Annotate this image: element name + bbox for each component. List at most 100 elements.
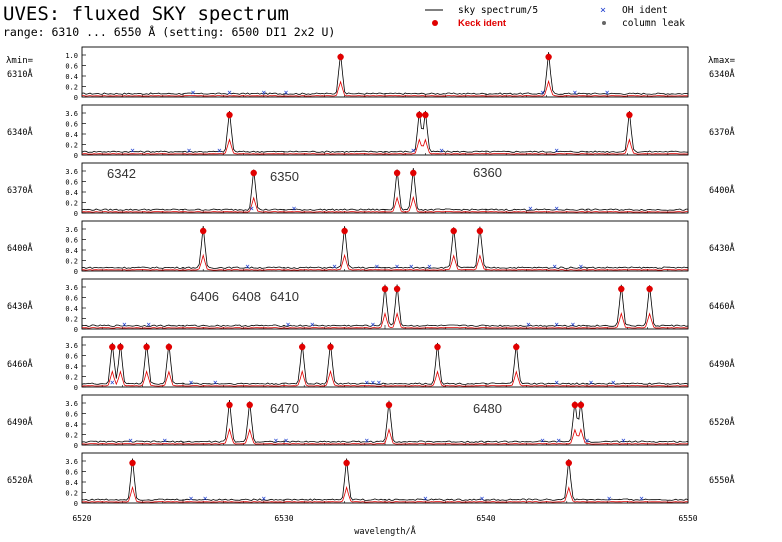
oh-ident-marker: × [370,320,375,329]
sky-spectrum-scaled-line [81,138,688,155]
spectrum-row-1: 3.6 0.6 0.4 0.2 0 6340Å 6370Å × × × × × × [7,104,735,160]
keck-ident-marker [327,343,334,351]
overlay-label-6408: 6408 [232,289,261,304]
oh-ident-marker: × [439,146,444,155]
oh-ident-marker: × [570,320,575,329]
keck-ident-marker [143,343,150,351]
spectrum-row-0: 1.0 0.6 0.4 0.2 0 6310Å 6340Å × × × × × × × [7,46,735,102]
row-max-label: 6340Å [709,68,735,80]
row-max-label: 6460Å [709,300,735,312]
keck-ident-marker [165,343,173,351]
sky-spectrum-line [81,458,689,501]
keck-ident-marker [513,343,520,351]
row-max-label: 6400Å [709,184,735,196]
oh-ident-marker: × [554,146,559,155]
keck-ident-marker [618,285,625,293]
oh-ident-marker: × [364,378,369,387]
legend-keck-dot-icon [432,20,438,26]
row-max-label: 6430Å [709,242,735,254]
x-tick-6530: 6530 [274,514,293,523]
figure-title: UVES: fluxed SKY spectrum [3,3,289,25]
oh-ident-marker: × [273,436,278,445]
figure-subtitle: range: 6310 ... 6550 Å (setting: 6500 DI… [3,24,335,39]
overlay-label-6480: 6480 [473,401,502,416]
keck-ident-marker [337,53,344,61]
y-tick-label: 3.6 [65,342,78,350]
sky-spectrum-line [81,168,688,211]
row-max-label: 6520Å [709,416,735,428]
keck-ident-marker [434,343,441,351]
oh-ident-marker: × [370,378,375,387]
legend: sky spectrum/5 Keck ident × OH ident col… [425,5,685,29]
oh-ident-marker: × [556,436,561,445]
keck-ident-marker [250,169,257,177]
oh-ident-marker: × [621,436,626,445]
sky-spectrum-scaled-line [81,311,689,329]
oh-ident-marker: × [639,494,644,503]
oh-ident-marker: × [213,378,218,387]
overlay-label-6406: 6406 [190,289,219,304]
overlay-label-6470: 6470 [270,401,299,416]
oh-ident-marker: × [374,262,379,271]
y-tick-label: 0.6 [65,295,78,303]
oh-ident-marker: × [189,378,194,387]
keck-ident-marker [410,169,417,177]
oh-ident-marker: × [480,494,485,503]
sky-spectrum-scaled-line [81,195,688,213]
row-max-label: 6550Å [709,474,735,486]
sky-spectrum-line [81,400,689,443]
y-tick-label: 0.6 [65,63,78,71]
y-tick-label: 0 [74,210,78,218]
oh-ident-marker: × [578,262,583,271]
keck-ident-marker [200,227,207,235]
keck-ident-marker [226,111,233,119]
oh-ident-marker: × [423,494,428,503]
oh-ident-marker: × [409,262,414,271]
keck-ident-marker [393,169,401,177]
oh-ident-marker: × [261,88,266,97]
y-tick-label: 0 [74,152,78,160]
oh-ident-marker: × [292,204,297,213]
legend-column-dot-icon [602,21,606,25]
x-tick-6550: 6550 [678,514,697,523]
row-min-label: 6520Å [7,474,33,486]
oh-ident-marker: × [427,262,432,271]
y-tick-label: 0.4 [65,421,78,429]
y-tick-label: 0.6 [65,121,78,129]
oh-ident-marker: × [395,262,400,271]
y-tick-label: 0.2 [65,258,78,266]
spectrum-rows: 1.0 0.6 0.4 0.2 0 6310Å 6340Å × × × × × × × 3.6 0.6 0.4 0… [7,46,735,508]
overlay-label-6350: 6350 [270,169,299,184]
sky-spectrum-scaled-line [82,79,689,97]
lambda-max-label: λmax= [708,56,736,66]
legend-oh-label: OH ident [622,5,668,16]
oh-ident-marker: × [528,204,533,213]
oh-ident-marker: × [540,88,545,97]
y-tick-label: 0 [74,326,78,334]
row-max-label: 6370Å [709,126,735,138]
y-tick-label: 0.4 [65,131,78,139]
keck-ident-marker [393,285,401,293]
legend-sky-label: sky spectrum/5 [458,5,538,16]
keck-ident-marker [422,111,429,119]
spectrum-row-2: 3.6 0.6 0.4 0.2 0 6370Å 6400Å × × × × [7,162,735,218]
oh-ident-marker: × [310,320,315,329]
oh-ident-marker: × [607,494,612,503]
legend-keck-label: Keck ident [458,18,507,29]
y-tick-label: 0 [74,442,78,450]
keck-ident-marker [571,401,579,409]
y-tick-label: 0 [74,384,78,392]
oh-ident-marker: × [589,378,594,387]
y-tick-label: 0.6 [65,179,78,187]
keck-ident-marker [109,343,116,351]
keck-ident-marker [646,285,653,293]
keck-ident-marker [129,459,136,467]
oh-ident-marker: × [191,88,196,97]
oh-ident-marker: × [552,262,557,271]
keck-ident-marker [299,343,306,351]
oh-ident-marker: × [572,88,577,97]
oh-ident-marker: × [332,262,337,271]
oh-ident-marker: × [130,146,135,155]
row-min-label: 6400Å [7,242,33,254]
